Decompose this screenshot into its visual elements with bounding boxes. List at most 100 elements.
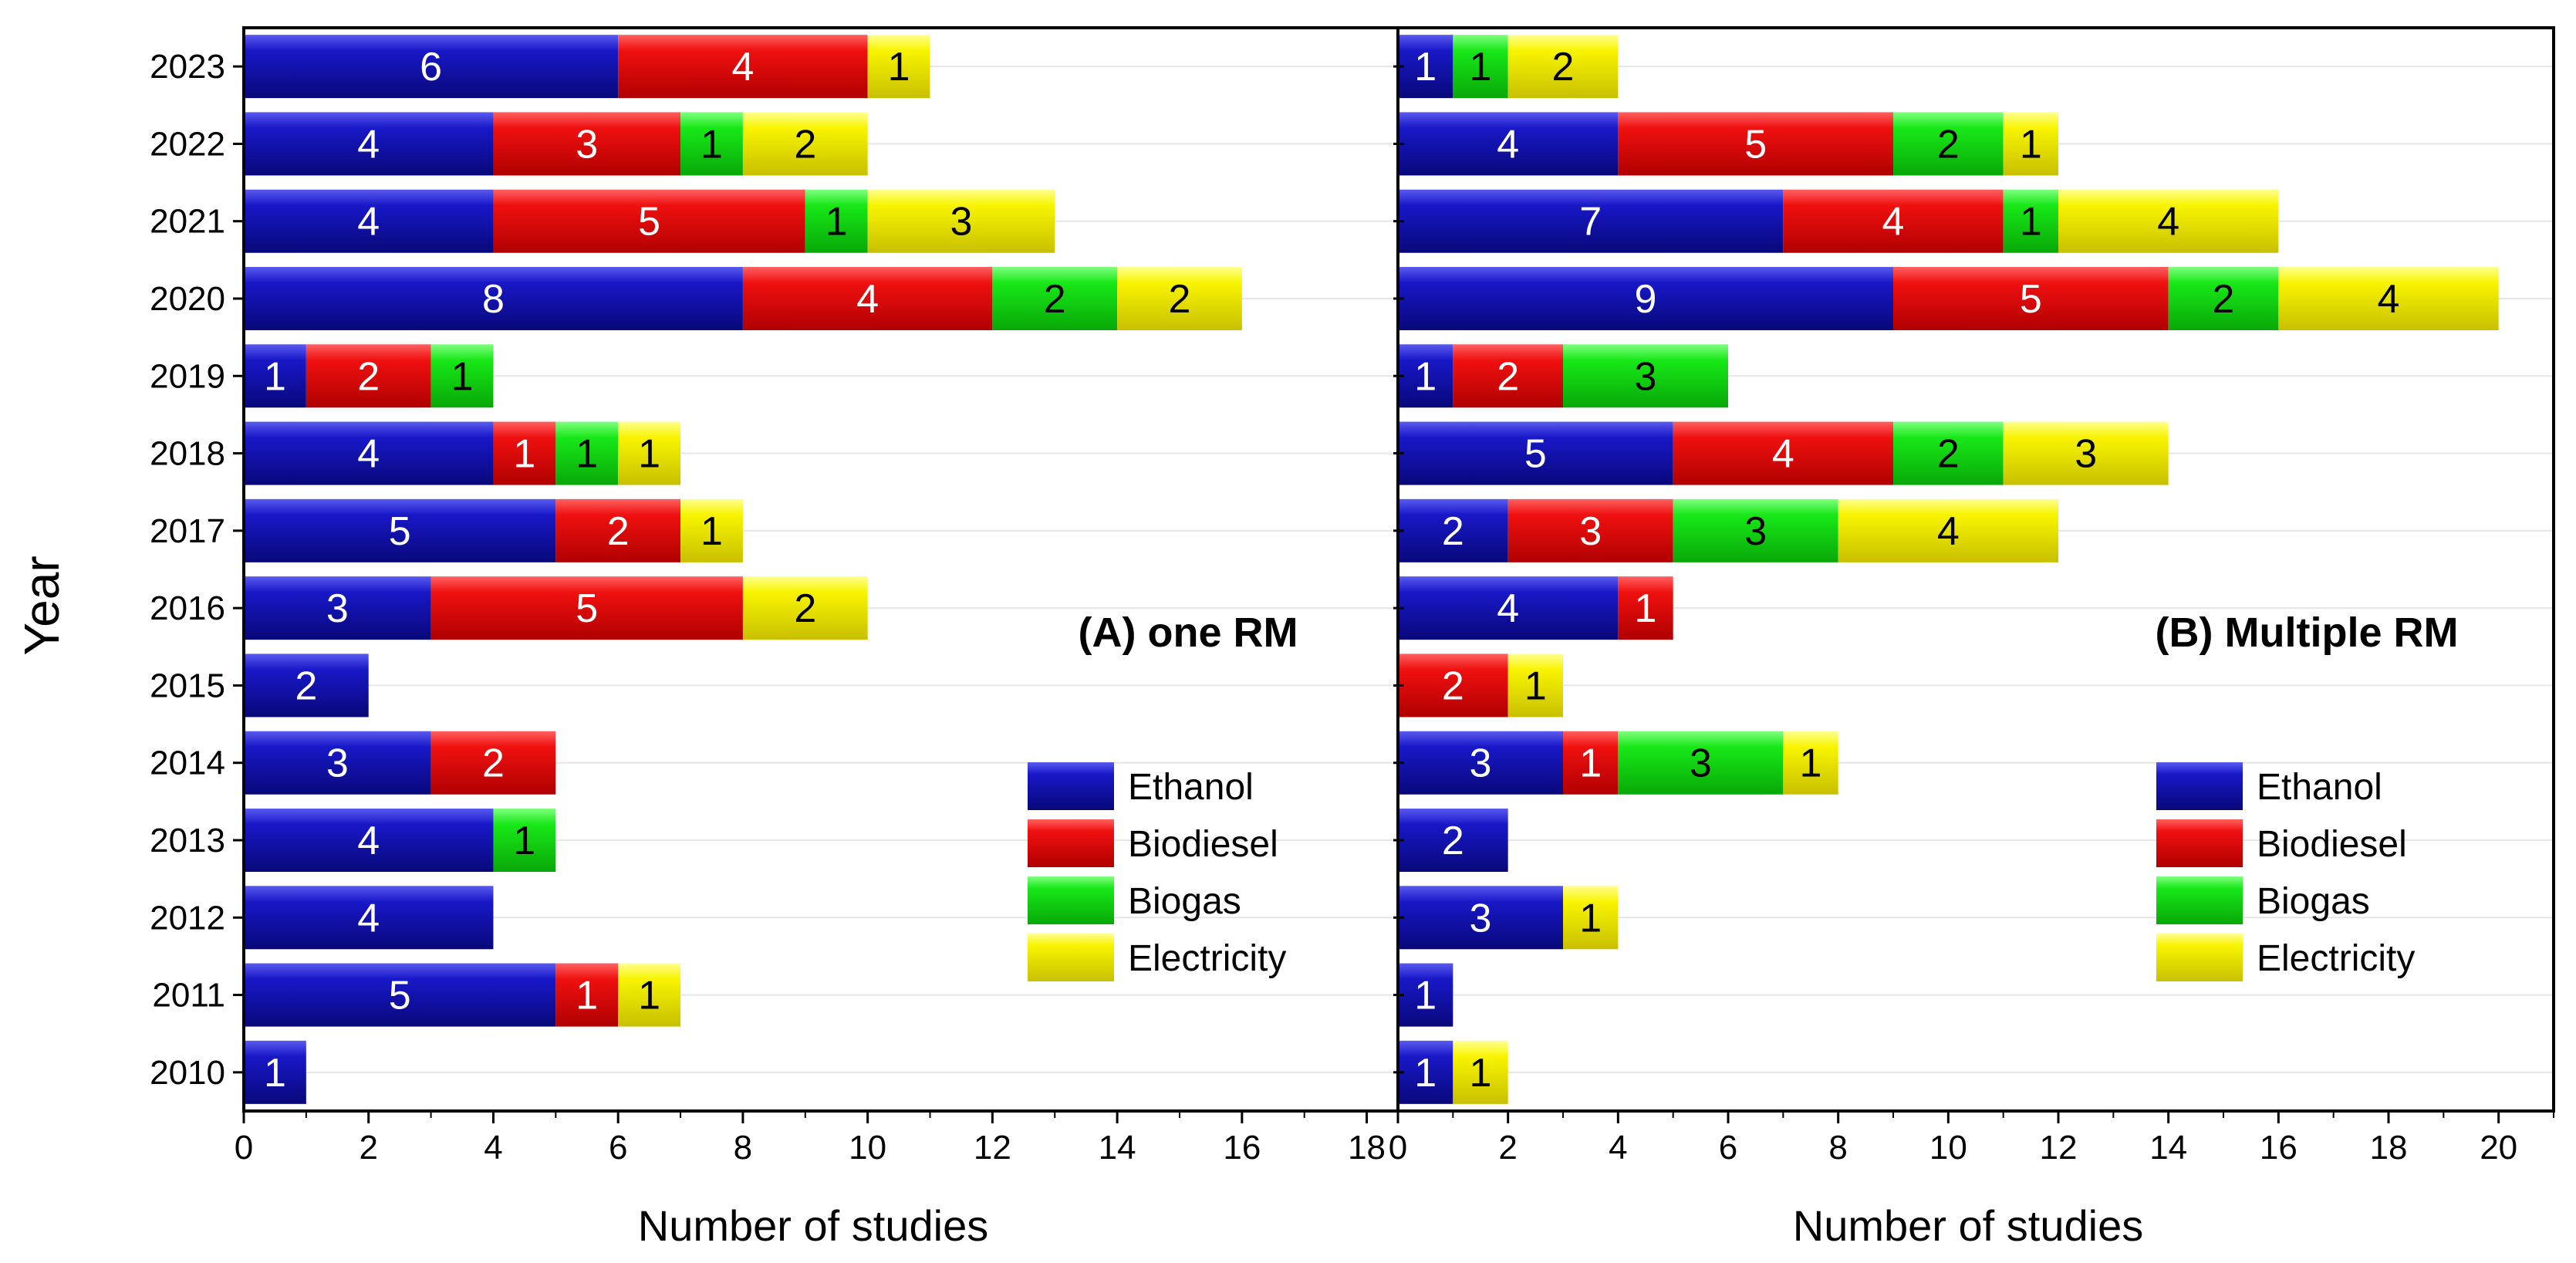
- bar-value-label: 4: [1497, 122, 1519, 167]
- bar-segment-electricity: [2003, 421, 2169, 485]
- bar-value-label: 2: [794, 122, 816, 167]
- x-tick-label: 0: [235, 1129, 253, 1167]
- bar-value-label: 4: [1497, 586, 1519, 631]
- bar-value-label: 1: [1470, 45, 1492, 89]
- bar-segment-biodiesel: [493, 112, 681, 176]
- bar-value-label: 3: [1470, 896, 1492, 940]
- bar-value-label: 2: [1937, 432, 1960, 477]
- legend-label-electricity: Electricity: [1128, 938, 1286, 979]
- bar-value-label: 1: [701, 509, 723, 554]
- x-tick-label: 0: [1389, 1129, 1407, 1167]
- bar-segment-biodiesel: [1507, 498, 1673, 562]
- bar-value-label: 1: [1800, 741, 1822, 786]
- bar-value-label: 1: [513, 432, 535, 477]
- bar-value-label: 1: [638, 432, 660, 477]
- bar-segment-ethanol: [244, 963, 556, 1027]
- bar-segment-ethanol: [244, 731, 431, 795]
- bar-segment-ethanol: [1398, 189, 1784, 253]
- panel-a: 6 4 14 3 1 24 5 1 38 4 2 21 2 14 1 1 15 2 13 5 223 24 145 1 110 2…: [233, 26, 1399, 1250]
- bar-value-label: 3: [1470, 741, 1492, 786]
- bar-segment-biodiesel: [1618, 576, 1673, 640]
- x-tick-label: 16: [1223, 1129, 1261, 1167]
- x-tick-label: 14: [2149, 1129, 2187, 1167]
- bar-segment-biodiesel: [493, 421, 556, 485]
- bar-segment-ethanol: [1398, 731, 1563, 795]
- bar-value-label: 5: [576, 586, 598, 631]
- bar-value-label: 4: [1937, 509, 1960, 554]
- x-tick-label: 6: [609, 1129, 627, 1167]
- plot-frame: [1396, 26, 2555, 1113]
- bar-segment-ethanol: [244, 809, 494, 872]
- bar-segment-electricity: [867, 35, 930, 99]
- bar-segment-biogas: [430, 344, 494, 408]
- x-tick-label: 6: [1719, 1129, 1737, 1167]
- bar-segment-biogas: [2168, 267, 2279, 330]
- bar-value-label: 2: [607, 509, 630, 554]
- x-axis-title: Number of studies: [1793, 1201, 2143, 1250]
- bar-segment-ethanol: [244, 886, 494, 950]
- bar-segment-ethanol: [1398, 267, 1893, 330]
- bar-value-label: 2: [2213, 277, 2235, 322]
- bar-value-label: 5: [389, 509, 411, 554]
- bar-segment-ethanol: [244, 576, 431, 640]
- legend-swatch-biodiesel: [1028, 819, 1114, 867]
- bar-segment-biodiesel: [1893, 267, 2169, 330]
- bar-segment-biodiesel: [306, 344, 431, 408]
- bar-value-label: 4: [731, 45, 754, 89]
- bar-segment-electricity: [1838, 498, 2058, 562]
- bar-value-label: 3: [1579, 509, 1602, 554]
- legend-label-electricity: Electricity: [2257, 938, 2415, 979]
- bar-value-label: 4: [856, 277, 879, 322]
- bar-value-label: 6: [420, 45, 442, 89]
- bar-value-label: 7: [1579, 200, 1602, 245]
- bar-segment-ethanol: [1398, 886, 1563, 950]
- bar-segment-ethanol: [1398, 344, 1453, 408]
- bar-segment-ethanol: [244, 112, 494, 176]
- bar-value-label: 1: [638, 974, 660, 1018]
- bar-segment-biogas: [1453, 35, 1508, 99]
- x-tick-label: 12: [974, 1129, 1011, 1167]
- panel-title: (B) Multiple RM: [2156, 610, 2459, 656]
- year-tick-label: 2010: [150, 1054, 225, 1092]
- legend: Ethanol Biodiesel Biogas Electricity: [2156, 762, 2415, 981]
- bar-segment-biogas: [1563, 344, 1728, 408]
- bar-value-label: 1: [1579, 896, 1602, 940]
- x-tick-label: 12: [2040, 1129, 2078, 1167]
- bar-value-label: 2: [357, 354, 380, 399]
- bar-value-label: 8: [482, 277, 505, 322]
- bar-segment-biogas: [1893, 112, 2004, 176]
- year-tick-label: 2019: [150, 357, 225, 395]
- bar-value-label: 5: [389, 974, 411, 1018]
- bar-segment-biogas: [1673, 498, 1838, 562]
- year-tick-label: 2017: [150, 512, 225, 550]
- x-tick-label: 10: [849, 1129, 886, 1167]
- bar-segment-ethanol: [244, 498, 556, 562]
- bar-value-label: 4: [357, 122, 380, 167]
- legend-swatch-biodiesel: [2156, 819, 2243, 867]
- bar-value-label: 1: [2020, 200, 2042, 245]
- bar-segment-electricity: [742, 576, 868, 640]
- bar-value-label: 2: [1044, 277, 1066, 322]
- bar-value-label: 3: [326, 586, 349, 631]
- bar-value-label: 2: [295, 664, 317, 708]
- x-tick-label: 4: [1609, 1129, 1627, 1167]
- x-tick-label: 14: [1099, 1129, 1136, 1167]
- bar-segment-electricity: [1507, 653, 1563, 718]
- legend: Ethanol Biodiesel Biogas Electricity: [1028, 762, 1286, 981]
- bar-value-label: 3: [326, 741, 349, 786]
- bar-value-label: 3: [576, 122, 598, 167]
- year-tick-label: 2020: [150, 280, 225, 318]
- bar-value-label: 2: [1937, 122, 1960, 167]
- bar-segment-electricity: [867, 189, 1055, 253]
- bar-value-label: 1: [1524, 664, 1547, 708]
- legend-label-ethanol: Ethanol: [1128, 767, 1254, 808]
- x-tick-label: 8: [734, 1129, 752, 1167]
- bar-segment-biogas: [680, 112, 743, 176]
- bar-segment-ethanol: [244, 1040, 306, 1104]
- x-tick-label: 2: [359, 1129, 377, 1167]
- bar-value-label: 1: [513, 819, 535, 863]
- legend-swatch-ethanol: [1028, 762, 1114, 810]
- y-axis-title: Year: [14, 556, 69, 655]
- bar-value-label: 5: [2020, 277, 2042, 322]
